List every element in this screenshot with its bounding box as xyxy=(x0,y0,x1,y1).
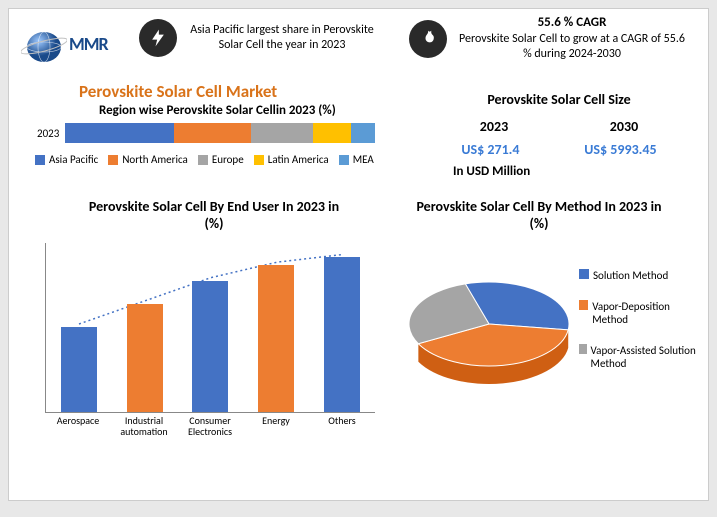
header-fact-1-text: Asia Pacific largest share in Perovskite… xyxy=(185,23,379,53)
brand-logo: MMR xyxy=(21,21,108,67)
method-legend: Solution Method Vapor-Deposition Method Va… xyxy=(579,269,699,388)
enduser-category-label: Others xyxy=(312,415,372,437)
method-pie-chart xyxy=(399,259,579,404)
legend-item: Asia Pacific xyxy=(35,153,98,166)
enduser-bar xyxy=(61,327,97,412)
legend-item: Latin America xyxy=(254,153,329,166)
size-title: Perovskite Solar Cell Size xyxy=(429,91,689,108)
globe-icon xyxy=(21,21,67,67)
size-unit: In USD Million xyxy=(453,164,689,179)
main-title: Perovskite Solar Cell Market xyxy=(79,81,277,102)
size-value-2: US$ 5993.45 xyxy=(584,141,656,158)
size-value-1: US$ 271.4 xyxy=(461,141,519,158)
header-fact-region: Asia Pacific largest share in Perovskite… xyxy=(139,19,379,57)
region-segment xyxy=(251,123,313,143)
region-chart-title: Region wise Perovskite Solar Cellin 2023… xyxy=(99,103,336,118)
enduser-bar xyxy=(324,257,360,412)
enduser-bar xyxy=(258,265,294,412)
enduser-bar xyxy=(192,281,228,412)
enduser-category-label: Aerospace xyxy=(48,415,108,437)
flame-icon xyxy=(409,20,447,58)
legend-item: Europe xyxy=(198,153,244,166)
enduser-category-label: Energy xyxy=(246,415,306,437)
enduser-category-label: Consumer Electronics xyxy=(180,415,240,437)
brand-text: MMR xyxy=(69,33,108,55)
bolt-icon xyxy=(139,19,177,57)
legend-item: Vapor-Assisted Solution Method xyxy=(579,344,699,370)
legend-item: Solution Method xyxy=(579,269,699,282)
market-size-block: Perovskite Solar Cell Size 2023 2030 US$… xyxy=(429,91,689,179)
region-segment xyxy=(351,123,376,143)
enduser-bar xyxy=(127,304,163,412)
header-fact-2-text: Perovskite Solar Cell to grow at a CAGR … xyxy=(455,32,689,62)
enduser-bar-chart xyxy=(45,243,375,413)
legend-item: MEA xyxy=(339,153,374,166)
header-fact-cagr: 55.6 % CAGR Perovskite Solar Cell to gro… xyxy=(409,15,689,62)
enduser-category-label: Industrial automation xyxy=(114,415,174,437)
infographic-frame: MMR Asia Pacific largest share in Perovs… xyxy=(8,8,709,501)
region-segment xyxy=(174,123,252,143)
size-year-1: 2023 xyxy=(480,118,508,135)
region-segment xyxy=(313,123,350,143)
region-stacked-bar: 2023 xyxy=(37,123,377,143)
region-legend: Asia Pacific North America Europe Latin Ame… xyxy=(35,153,395,166)
legend-item: North America xyxy=(108,153,188,166)
enduser-chart-title: Perovskite Solar Cell By End User In 202… xyxy=(79,199,349,233)
cagr-headline: 55.6 % CAGR xyxy=(455,15,689,30)
region-year-label: 2023 xyxy=(37,127,59,140)
size-year-2: 2030 xyxy=(610,118,638,135)
region-segment xyxy=(65,123,174,143)
legend-item: Vapor-Deposition Method xyxy=(579,300,699,326)
method-chart-title: Perovskite Solar Cell By Method In 2023 … xyxy=(409,199,669,233)
enduser-x-labels: Aerospace Industrial automation Consumer E… xyxy=(45,415,375,437)
